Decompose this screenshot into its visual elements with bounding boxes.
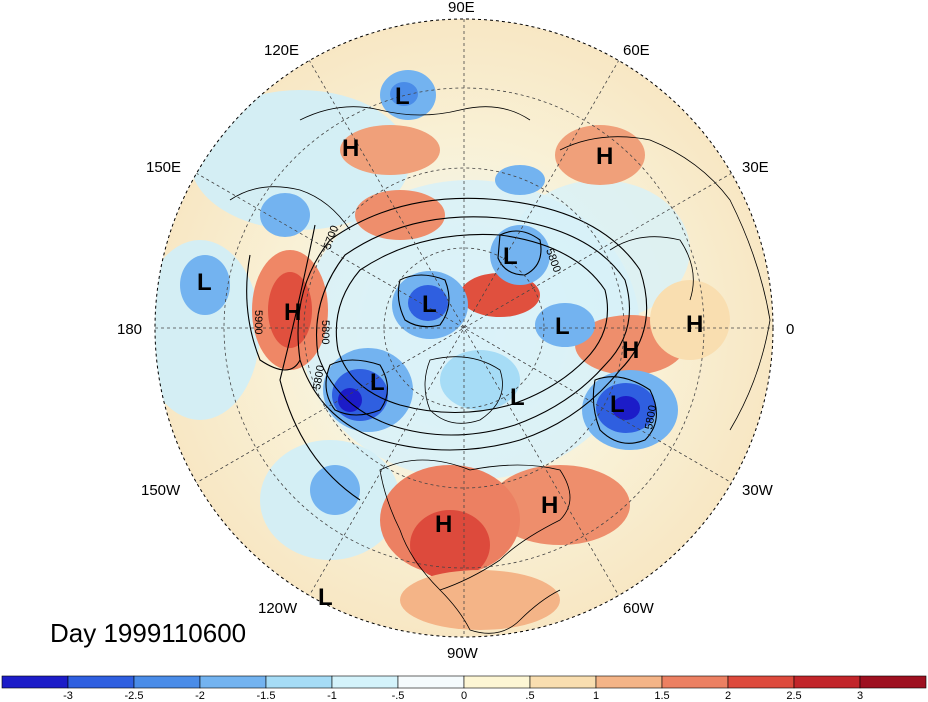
high-center: H xyxy=(596,143,613,170)
low-center: L xyxy=(610,391,625,418)
lon-label: 30E xyxy=(742,159,769,176)
coastlines xyxy=(229,106,771,634)
lon-label: 60W xyxy=(623,600,655,617)
low-center: L xyxy=(197,269,212,296)
colorbar-swatch xyxy=(133,675,201,689)
contour-label: 5800 xyxy=(319,320,331,344)
high-center: H xyxy=(686,311,703,338)
colorbar: -3 -2.5 -2 -1.5 -1 -.5 0 .5 1 1.5 2 2.5 3 xyxy=(1,675,927,702)
colorbar-swatch xyxy=(397,675,465,689)
contour-label: 5800 xyxy=(643,404,659,430)
colorbar-swatch xyxy=(331,675,399,689)
colorbar-swatch xyxy=(265,675,333,689)
longitude-labels: 90E 60E 30E 0 30W 60W 90W 120W 150W 180 … xyxy=(117,0,794,662)
colorbar-tick-label: -1 xyxy=(327,690,337,702)
lon-label: 150W xyxy=(141,482,181,499)
lon-label: 120W xyxy=(258,600,298,617)
colorbar-swatch xyxy=(793,675,861,689)
colorbar-swatch xyxy=(199,675,267,689)
lon-label: 30W xyxy=(742,482,774,499)
date-title: Day 1999110600 xyxy=(50,618,247,648)
high-center: H xyxy=(541,492,558,519)
high-center: H xyxy=(435,511,452,538)
low-center: L xyxy=(503,243,518,270)
contour-label: 5800 xyxy=(311,364,327,390)
low-center: L xyxy=(318,584,333,611)
lon-label: 90W xyxy=(447,645,479,662)
lon-label: 180 xyxy=(117,321,142,338)
colorbar-tick-label: -3 xyxy=(63,690,73,702)
pressure-centers: L L L L L L L L L L L H H H H H H H H xyxy=(197,83,703,611)
contour-label: 5900 xyxy=(252,310,264,334)
high-center: H xyxy=(284,299,301,326)
lon-label: 60E xyxy=(623,42,650,59)
colorbar-tick-label: 2 xyxy=(725,690,731,702)
colorbar-swatch xyxy=(67,675,135,689)
colorbar-tick-label: 1 xyxy=(593,690,599,702)
colorbar-swatch xyxy=(595,675,663,689)
high-center: H xyxy=(342,135,359,162)
colorbar-swatch xyxy=(463,675,531,689)
lon-label: 150E xyxy=(146,159,181,176)
low-center: L xyxy=(395,83,410,110)
height-contours xyxy=(246,197,657,501)
low-center: L xyxy=(370,369,385,396)
map-boundary xyxy=(154,18,774,638)
colorbar-swatch xyxy=(529,675,597,689)
colorbar-tick-label: 1.5 xyxy=(654,690,669,702)
low-center: L xyxy=(510,384,525,411)
colorbar-swatch xyxy=(727,675,795,689)
colorbar-swatch xyxy=(661,675,729,689)
colorbar-swatch xyxy=(1,675,69,689)
lon-label: 90E xyxy=(448,0,475,16)
low-center: L xyxy=(422,291,437,318)
colorbar-tick-label: 2.5 xyxy=(786,690,801,702)
low-center: L xyxy=(555,313,570,340)
colorbar-tick-label: -2 xyxy=(195,690,205,702)
colorbar-tick-label: .5 xyxy=(525,690,534,702)
colorbar-swatch xyxy=(859,675,927,689)
colorbar-tick-label: -2.5 xyxy=(125,690,144,702)
colorbar-tick-label: 0 xyxy=(461,690,467,702)
lon-label: 0 xyxy=(786,321,794,338)
colorbar-tick-label: -1.5 xyxy=(257,690,276,702)
colorbar-tick-label: 3 xyxy=(857,690,863,702)
colorbar-tick-label: -.5 xyxy=(392,690,405,702)
graticule xyxy=(155,19,773,637)
lon-label: 120E xyxy=(264,42,299,59)
high-center: H xyxy=(622,337,639,364)
